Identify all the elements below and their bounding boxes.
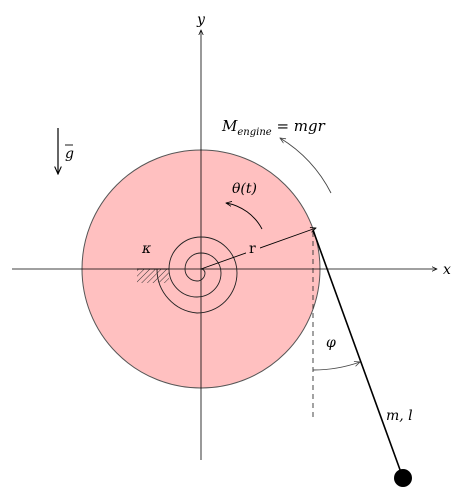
radius-label-bg	[246, 240, 260, 256]
y-axis-label: y	[196, 12, 206, 28]
pendulum-rod	[312, 229, 404, 479]
kappa-label: κ	[141, 241, 151, 257]
hatched-ground-icon	[137, 269, 169, 283]
filled-circle-icon	[394, 469, 412, 487]
phi-angle-arrow	[312, 362, 360, 371]
theta-rotation-arrow	[226, 203, 263, 230]
spiral-spring-icon	[156, 236, 238, 314]
mass-length-label: m, l	[386, 408, 413, 424]
x-axis-label: x	[443, 262, 451, 278]
phi-label: φ	[326, 335, 336, 351]
engine-moment-arrow	[280, 138, 332, 194]
theta-label: θ(t)	[232, 181, 257, 197]
radius-label: r	[249, 241, 256, 257]
engine-moment-label: Mengine = mgr	[221, 117, 326, 138]
gravity-label: g	[65, 146, 74, 162]
